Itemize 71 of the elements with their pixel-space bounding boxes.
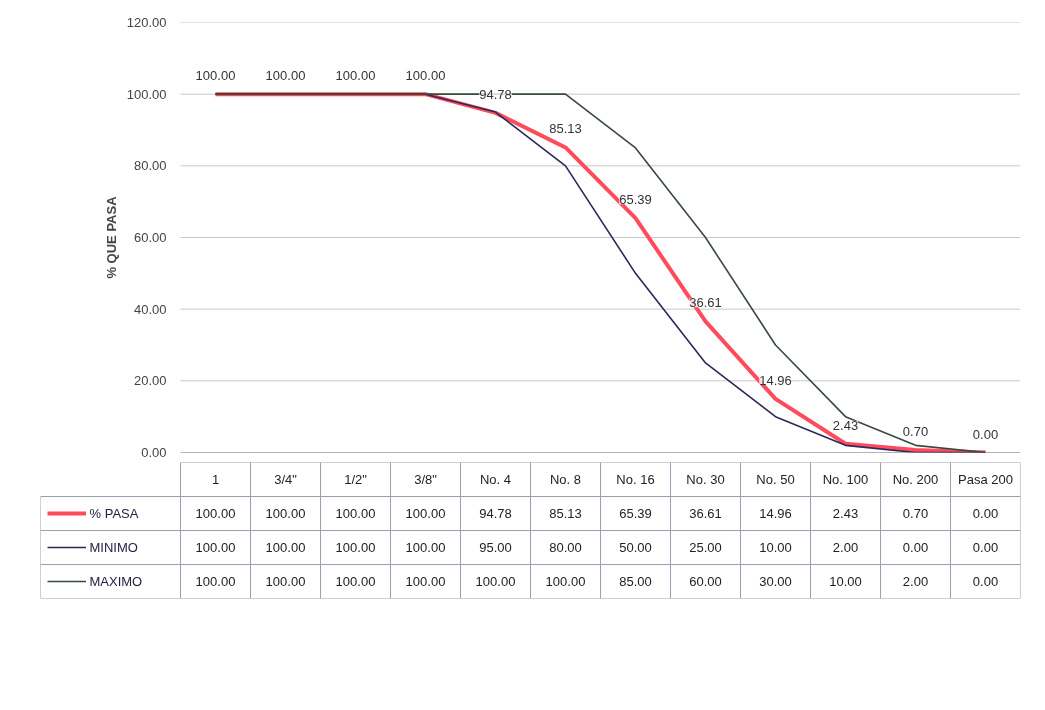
y-tick-label: 0.00 — [141, 445, 167, 460]
data-label: 100.00 — [405, 540, 446, 555]
data-label: 100.00 — [265, 506, 306, 521]
text: 65.39 — [619, 192, 652, 208]
data-label: 25.00 — [689, 540, 722, 555]
data-label: 60.00 — [689, 574, 722, 589]
data-label: 100.00 — [335, 574, 376, 589]
x-tick-label: No. 50 — [756, 472, 795, 487]
data-label: 85.13 — [549, 506, 582, 521]
data-label: 10.00 — [759, 540, 792, 555]
legend-label: % PASA — [89, 506, 139, 521]
data-label: 10.00 — [829, 574, 862, 589]
data-label: 100.00 — [265, 574, 306, 589]
y-tick-label: 60.00 — [133, 230, 167, 245]
data-label: 2.43 — [832, 506, 859, 521]
data-label: 30.00 — [759, 574, 792, 589]
text: 100.00 — [195, 68, 236, 84]
data-label: 0.00 — [972, 574, 999, 589]
data-label: 14.96 — [759, 506, 792, 521]
x-tick-label: 3/8" — [414, 472, 438, 487]
data-label: 2.00 — [832, 540, 859, 555]
text: 36.61 — [689, 295, 722, 311]
x-tick-label: No. 100 — [822, 472, 869, 487]
data-label: 100.00 — [195, 574, 236, 589]
data-label: 100.00 — [475, 574, 516, 589]
data-label: 0.00 — [972, 506, 999, 521]
text: 100.00 — [265, 68, 306, 84]
x-tick-label: 3/4" — [274, 472, 298, 487]
legend-label: MINIMO — [89, 540, 138, 555]
data-label: 100.00 — [405, 506, 446, 521]
text: 100.00 — [405, 68, 446, 84]
x-tick-label: 1/2" — [344, 472, 368, 487]
data-label: 0.00 — [902, 540, 929, 555]
x-tick-label: Pasa 200 — [958, 472, 1013, 487]
text: 94.78 — [479, 86, 512, 102]
data-label: 50.00 — [619, 540, 652, 555]
data-label: 36.61 — [689, 506, 722, 521]
text: 0.00 — [972, 426, 999, 442]
x-tick-label: No. 200 — [892, 472, 939, 487]
y-tick-label: 120.00 — [126, 15, 167, 30]
legend-label: MAXIMO — [89, 574, 143, 589]
y-axis-title: % QUE PASA — [103, 195, 119, 279]
x-tick-label: No. 16 — [616, 472, 655, 487]
y-tick-label: 100.00 — [126, 86, 167, 102]
data-label: 0.00 — [972, 540, 999, 555]
x-tick-label: No. 8 — [549, 472, 582, 487]
x-tick-label: No. 4 — [479, 472, 512, 487]
data-label: 100.00 — [335, 506, 376, 521]
text: 85.13 — [549, 121, 582, 137]
y-tick-label: 20.00 — [133, 373, 167, 389]
x-tick-label: No. 30 — [686, 472, 725, 487]
data-label: 80.00 — [549, 540, 582, 555]
data-label: 0.70 — [902, 506, 929, 521]
data-label: 100.00 — [405, 574, 446, 589]
data-label: 100.00 — [335, 540, 376, 555]
text: 100.00 — [335, 68, 376, 84]
y-tick-label: 80.00 — [133, 158, 167, 174]
text: 2.43 — [832, 417, 859, 433]
data-label: 85.00 — [619, 574, 652, 589]
data-label: 100.00 — [265, 540, 306, 555]
data-label: 95.00 — [479, 540, 512, 555]
data-label: 65.39 — [619, 506, 652, 521]
data-label: 100.00 — [195, 506, 236, 521]
data-label: 2.00 — [902, 574, 929, 589]
text: 14.96 — [759, 372, 792, 388]
text: 0.70 — [902, 423, 929, 439]
data-label: 100.00 — [195, 540, 236, 555]
data-label: 100.00 — [545, 574, 586, 589]
x-tick-label: 1 — [211, 472, 220, 487]
data-label: 94.78 — [479, 506, 512, 521]
y-tick-label: 40.00 — [133, 301, 167, 317]
